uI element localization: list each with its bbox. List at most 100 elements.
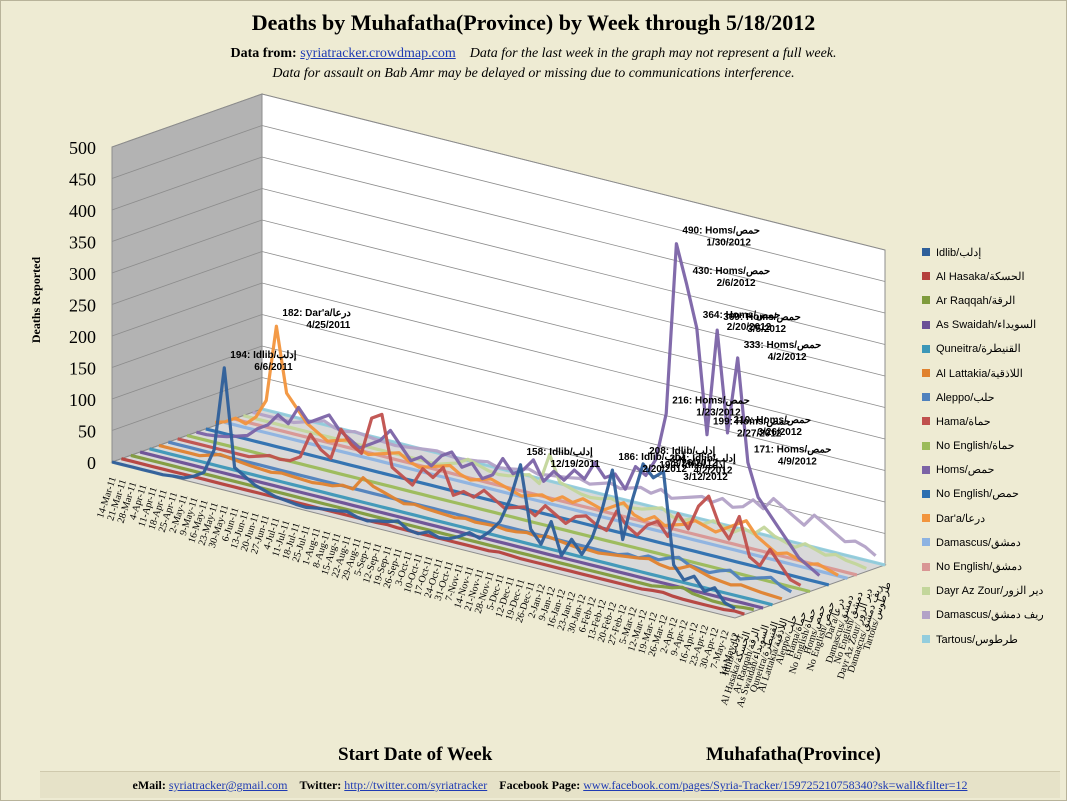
annotation-label: 364: Homs/حمص <box>703 310 781 321</box>
legend-item: Al Lattakia/اللاذقية <box>922 361 1062 385</box>
chart-title: Deaths by Muhafatha(Province) by Week th… <box>251 10 816 35</box>
legend-swatch <box>922 538 930 547</box>
legend-label: As Swaidah/السويداء <box>936 319 1037 332</box>
gridline <box>111 156 886 314</box>
legend-item: Hama/حماة <box>922 409 1062 433</box>
annotation-label: 369: Homs/حمص <box>723 312 801 323</box>
annotation-date: 4/2/2012 <box>768 352 807 363</box>
annotation-label: 171: Homs/حمص <box>754 445 832 456</box>
legend-label: Damascus/ريف دمشق <box>936 609 1044 622</box>
legend-label: Quneitra/القنيطرة <box>936 343 1021 356</box>
annotation-date: 12/19/2011 <box>551 459 601 470</box>
x-axis-label: Start Date of Week <box>338 744 493 765</box>
legend-label: Damascus/دمشق <box>936 536 1021 549</box>
legend-label: Aleppo/حلب <box>936 391 995 404</box>
legend-swatch <box>922 369 930 378</box>
chart-series <box>111 242 886 616</box>
legend-label: No English/حماة <box>936 440 1015 453</box>
gridline <box>111 125 886 282</box>
data-source-line: Data from: syriatracker.crowdmap.com Dat… <box>0 46 1067 62</box>
legend-item: No English/حمص <box>922 482 1062 506</box>
gridline <box>111 188 886 345</box>
annotation-date: 4/9/2012 <box>778 457 817 468</box>
annotation-label: 430: Homs/حمص <box>693 266 771 277</box>
legend-item: Ar Raqqah/الرقة <box>922 288 1062 312</box>
legend-swatch <box>922 465 930 474</box>
annotation-date: 2/20/2012 <box>727 322 772 333</box>
facebook-label: Facebook Page: <box>499 778 581 792</box>
chart-gridlines <box>111 93 886 566</box>
legend-swatch <box>922 562 930 571</box>
series-line-15 <box>252 410 877 557</box>
legend-swatch <box>922 320 930 329</box>
legend-swatch <box>922 393 930 402</box>
series-line-0 <box>111 366 736 610</box>
legend-label: Tartous/طرطوس <box>936 633 1018 646</box>
annotation-label: 208: Idlib/إدلب <box>649 446 715 457</box>
y-tick-label: 500 <box>69 138 96 158</box>
twitter-link[interactable]: http://twitter.com/syriatracker <box>344 778 488 792</box>
legend-item: Aleppo/حلب <box>922 385 1062 409</box>
y-tick-label: 150 <box>69 359 96 379</box>
y-axis-label: Deaths Reported <box>29 257 43 344</box>
series-line-14 <box>242 414 867 570</box>
legend-item: Al Hasaka/الحسكة <box>922 264 1062 288</box>
gridline <box>111 314 886 471</box>
legend-item: No English/حماة <box>922 434 1062 458</box>
annotation-date: 2/27/2012 <box>737 429 782 440</box>
series-line-6 <box>167 440 793 594</box>
annotation-label: 216: Homs/حمص <box>672 396 750 407</box>
legend-label: Al Hasaka/الحسكة <box>936 270 1025 283</box>
legend-swatch <box>922 635 930 644</box>
series-line-5 <box>158 443 783 601</box>
data-source-link[interactable]: syriatracker.crowdmap.com <box>300 46 456 61</box>
legend-swatch <box>922 514 930 523</box>
series-line-9 <box>196 242 821 577</box>
series-line-2 <box>130 453 755 612</box>
week-note: Data for the last week in the graph may … <box>469 46 837 61</box>
legend-swatch <box>922 489 930 498</box>
annotation-date: 1/30/2012 <box>706 238 751 249</box>
legend-item: Tartous/طرطوس <box>922 627 1062 651</box>
annotation-date: 3/5/2012 <box>747 324 786 335</box>
email-link[interactable]: syriatracker@gmail.com <box>168 778 288 792</box>
legend-swatch <box>922 248 930 257</box>
legend-item: Damascus/دمشق <box>922 530 1062 554</box>
legend-item: No English/دمشق <box>922 554 1062 578</box>
gridline <box>111 345 886 503</box>
legend-label: Dar'a/درعا <box>936 512 986 525</box>
annotation-date: 6/6/2011 <box>254 362 293 373</box>
legend-swatch <box>922 344 930 353</box>
gridline <box>111 251 886 408</box>
annotation-label: 490: Homs/حمص <box>682 226 760 237</box>
annotation-date: 1/23/2012 <box>696 408 741 419</box>
annotation-label: 190: Idlib/إدلب <box>659 460 725 471</box>
annotation-label: 194: Idlib/إدلب <box>230 350 296 361</box>
gridline <box>111 93 886 251</box>
legend-item: Dar'a/درعا <box>922 506 1062 530</box>
facebook-link[interactable]: www.facebook.com/pages/Syria-Tracker/159… <box>583 778 968 792</box>
series-line-7 <box>177 412 802 587</box>
annotation-date: 3/12/2012 <box>683 472 728 483</box>
series-line-1 <box>121 457 745 616</box>
legend-label: No English/حمص <box>936 488 1019 501</box>
annotation-label: 158: Idlib/إدلب <box>527 447 593 458</box>
legend-swatch <box>922 417 930 426</box>
legend-label: Ar Raqqah/الرقة <box>936 294 1016 307</box>
legend-item: Quneitra/القنيطرة <box>922 337 1062 361</box>
twitter-label: Twitter: <box>299 778 342 792</box>
legend-label: Idlib/إدلب <box>936 246 982 259</box>
annotation-label: 186: Idlib/إدلب <box>618 452 684 463</box>
legend-item: Damascus/ريف دمشق <box>922 603 1062 627</box>
y-tick-label: 350 <box>69 233 96 253</box>
annotation-date: 3/26/2012 <box>673 458 718 469</box>
y-tick-label: 50 <box>78 422 96 442</box>
z-axis-label: Muhafatha(Province) <box>706 744 881 765</box>
legend-item: Dayr Az Zour/دير الزور <box>922 579 1062 603</box>
legend-item: Idlib/إدلب <box>922 240 1062 264</box>
gridline <box>111 282 886 440</box>
y-tick-label: 450 <box>69 170 96 190</box>
legend-label: Al Lattakia/اللاذقية <box>936 367 1023 380</box>
